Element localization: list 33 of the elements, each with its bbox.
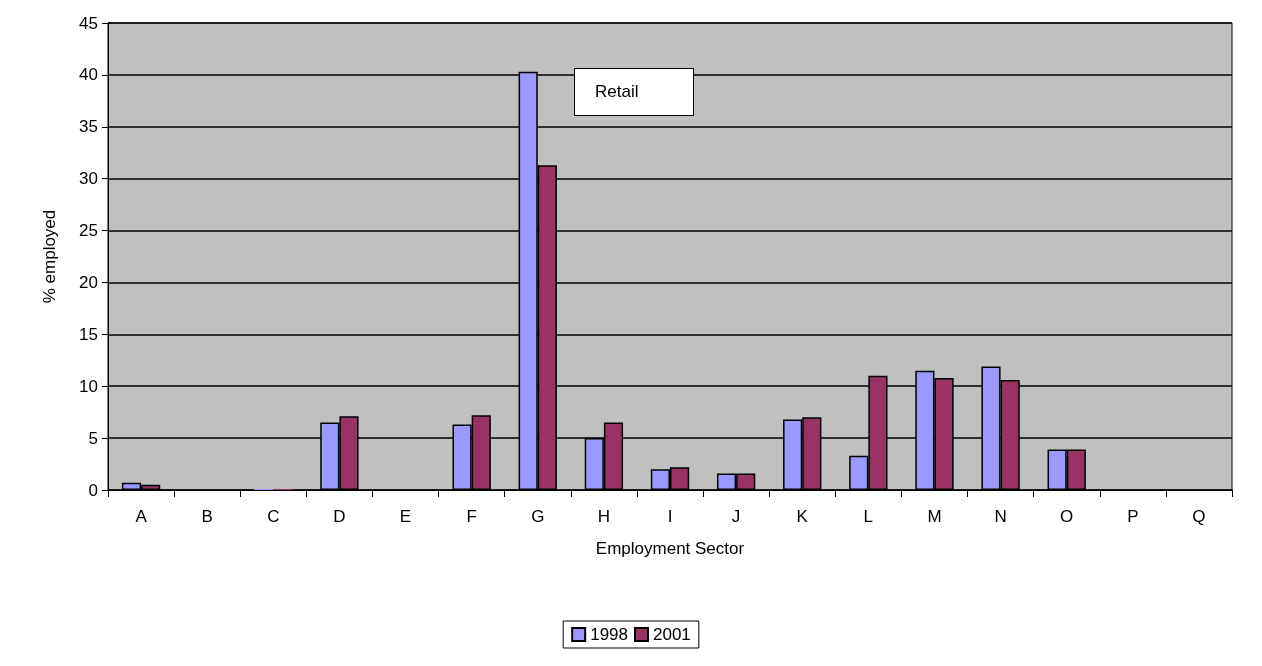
x-tick-label: C: [267, 507, 280, 526]
x-tick-label: O: [1060, 507, 1074, 526]
y-tick-label: 25: [79, 221, 98, 241]
y-tick-label: 20: [79, 272, 98, 292]
x-axis-title: Employment Sector: [595, 539, 745, 558]
legend-label: 1998: [590, 625, 629, 644]
y-tick-label: 45: [79, 13, 98, 33]
x-tick-label: G: [531, 507, 545, 526]
x-tick-label: I: [667, 507, 673, 526]
x-tick-label: A: [135, 507, 148, 526]
x-tick-label: F: [466, 507, 477, 526]
y-tick-label: 40: [79, 65, 98, 85]
legend-label: 2001: [653, 625, 691, 644]
y-tick-label: 0: [88, 480, 98, 500]
x-tick-label: K: [796, 507, 809, 526]
y-tick-label: 15: [79, 324, 98, 344]
x-tick-label: E: [399, 507, 412, 526]
y-tick-label: 5: [88, 428, 98, 448]
y-tick-label: 30: [79, 169, 98, 189]
x-tick-label: Q: [1192, 507, 1206, 526]
x-tick-label: M: [927, 507, 942, 526]
x-tick-label: B: [201, 507, 213, 526]
x-tick-label: H: [597, 507, 611, 526]
note-box: Retail: [574, 68, 694, 116]
x-tick-label: L: [863, 507, 874, 526]
x-tick-label: P: [1127, 507, 1139, 526]
annotation: Retail: [595, 82, 639, 101]
x-tick-label: J: [731, 507, 741, 526]
x-tick-label: D: [333, 507, 346, 526]
y-axis-title: % employed: [40, 209, 59, 304]
x-tick-label: N: [994, 507, 1007, 526]
y-tick-label: 10: [79, 376, 98, 396]
y-tick-label: 35: [79, 117, 98, 137]
